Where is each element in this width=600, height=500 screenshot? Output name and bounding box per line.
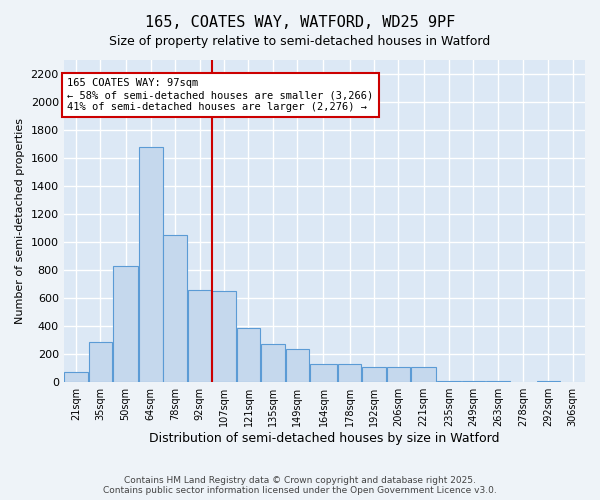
Bar (113, 266, 138, 382)
Bar (188, 290, 211, 382)
Bar (139, 147, 163, 382)
Y-axis label: Number of semi-detached properties: Number of semi-detached properties (15, 118, 25, 324)
Bar (437, 381, 461, 382)
Text: Contains HM Land Registry data © Crown copyright and database right 2025.
Contai: Contains HM Land Registry data © Crown c… (103, 476, 497, 495)
Bar (310, 364, 337, 382)
Bar (212, 291, 236, 382)
Bar (89, 342, 112, 382)
Bar (237, 328, 260, 382)
Bar (362, 367, 386, 382)
X-axis label: Distribution of semi-detached houses by size in Watford: Distribution of semi-detached houses by … (149, 432, 500, 445)
Bar (461, 381, 485, 382)
Bar (64, 372, 88, 382)
Bar (338, 364, 361, 382)
Bar (386, 367, 410, 382)
Bar (261, 344, 284, 382)
Bar (411, 367, 436, 382)
Bar (536, 381, 560, 382)
Bar (163, 235, 187, 382)
Bar (486, 381, 509, 382)
Text: 165 COATES WAY: 97sqm
← 58% of semi-detached houses are smaller (3,266)
41% of s: 165 COATES WAY: 97sqm ← 58% of semi-deta… (67, 78, 373, 112)
Bar (286, 348, 309, 382)
Text: 165, COATES WAY, WATFORD, WD25 9PF: 165, COATES WAY, WATFORD, WD25 9PF (145, 15, 455, 30)
Text: Size of property relative to semi-detached houses in Watford: Size of property relative to semi-detach… (109, 35, 491, 48)
